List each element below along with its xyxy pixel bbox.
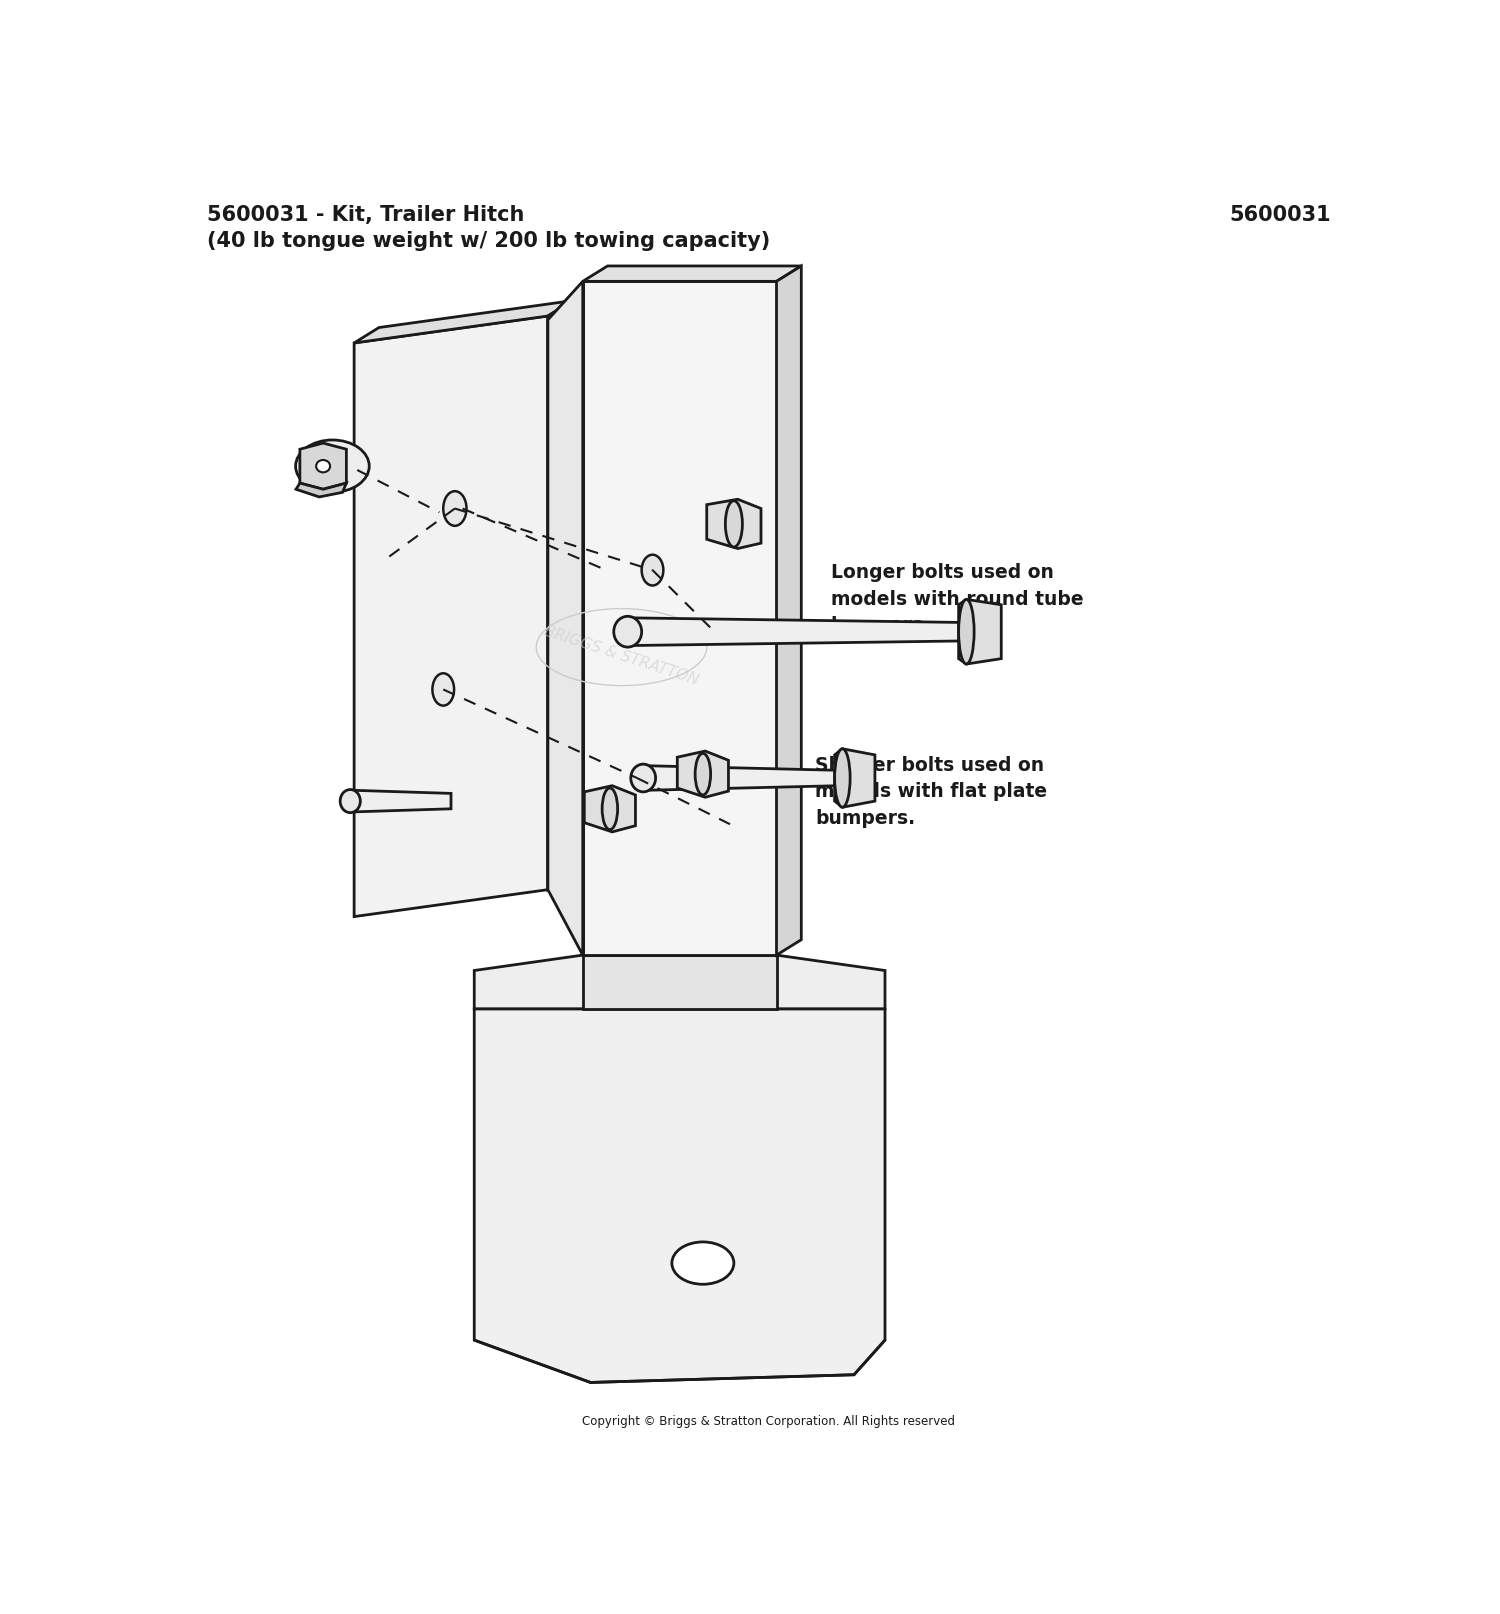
Polygon shape bbox=[582, 266, 801, 282]
Ellipse shape bbox=[642, 555, 663, 586]
Polygon shape bbox=[354, 316, 548, 917]
Polygon shape bbox=[474, 955, 885, 1009]
Ellipse shape bbox=[614, 617, 642, 647]
Polygon shape bbox=[548, 282, 582, 955]
Text: Shorter bolts used on
models with flat plate
bumpers.: Shorter bolts used on models with flat p… bbox=[816, 755, 1047, 828]
Ellipse shape bbox=[296, 441, 369, 492]
Polygon shape bbox=[300, 444, 346, 491]
Ellipse shape bbox=[316, 460, 330, 473]
Polygon shape bbox=[777, 266, 801, 955]
Polygon shape bbox=[645, 767, 839, 791]
Text: 5600031 - Kit, Trailer Hitch
(40 lb tongue weight w/ 200 lb towing capacity): 5600031 - Kit, Trailer Hitch (40 lb tong… bbox=[207, 205, 770, 250]
Polygon shape bbox=[548, 302, 573, 889]
Ellipse shape bbox=[958, 600, 974, 665]
Text: Longer bolts used on
models with round tube
bumpers.: Longer bolts used on models with round t… bbox=[831, 563, 1083, 634]
Polygon shape bbox=[582, 282, 777, 955]
Ellipse shape bbox=[444, 492, 466, 526]
Polygon shape bbox=[354, 302, 573, 344]
Polygon shape bbox=[582, 955, 777, 1009]
Polygon shape bbox=[296, 484, 346, 497]
Polygon shape bbox=[678, 752, 729, 797]
Polygon shape bbox=[834, 749, 874, 807]
Text: Copyright © Briggs & Stratton Corporation. All Rights reserved: Copyright © Briggs & Stratton Corporatio… bbox=[582, 1414, 956, 1427]
Ellipse shape bbox=[340, 791, 360, 813]
Polygon shape bbox=[354, 791, 452, 812]
Ellipse shape bbox=[602, 789, 618, 830]
Polygon shape bbox=[958, 600, 1002, 665]
Text: BRIGGS & STRATTON: BRIGGS & STRATTON bbox=[543, 623, 700, 688]
Polygon shape bbox=[706, 500, 760, 549]
Ellipse shape bbox=[432, 675, 454, 707]
Ellipse shape bbox=[694, 754, 711, 796]
Ellipse shape bbox=[632, 765, 656, 792]
Text: 5600031: 5600031 bbox=[1228, 205, 1330, 226]
Polygon shape bbox=[474, 1009, 885, 1383]
Ellipse shape bbox=[834, 749, 850, 807]
Polygon shape bbox=[630, 618, 963, 646]
Ellipse shape bbox=[672, 1243, 734, 1285]
Polygon shape bbox=[585, 786, 636, 833]
Ellipse shape bbox=[726, 502, 742, 547]
